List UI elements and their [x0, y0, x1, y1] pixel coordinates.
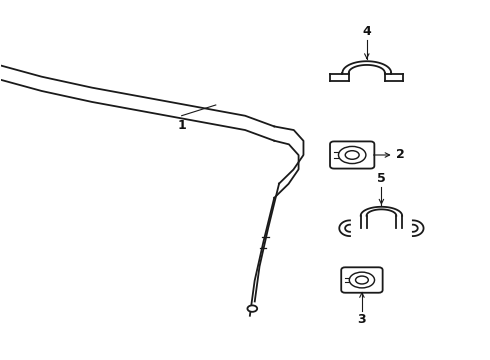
Ellipse shape — [356, 276, 368, 284]
Text: 5: 5 — [377, 172, 386, 185]
Ellipse shape — [247, 305, 257, 312]
Ellipse shape — [339, 147, 366, 163]
Text: 3: 3 — [358, 313, 366, 326]
Ellipse shape — [349, 272, 374, 288]
Text: 4: 4 — [363, 25, 371, 38]
Ellipse shape — [345, 151, 359, 159]
FancyBboxPatch shape — [330, 141, 374, 168]
FancyBboxPatch shape — [341, 267, 383, 293]
Text: 1: 1 — [177, 119, 186, 132]
Text: 2: 2 — [396, 148, 405, 162]
